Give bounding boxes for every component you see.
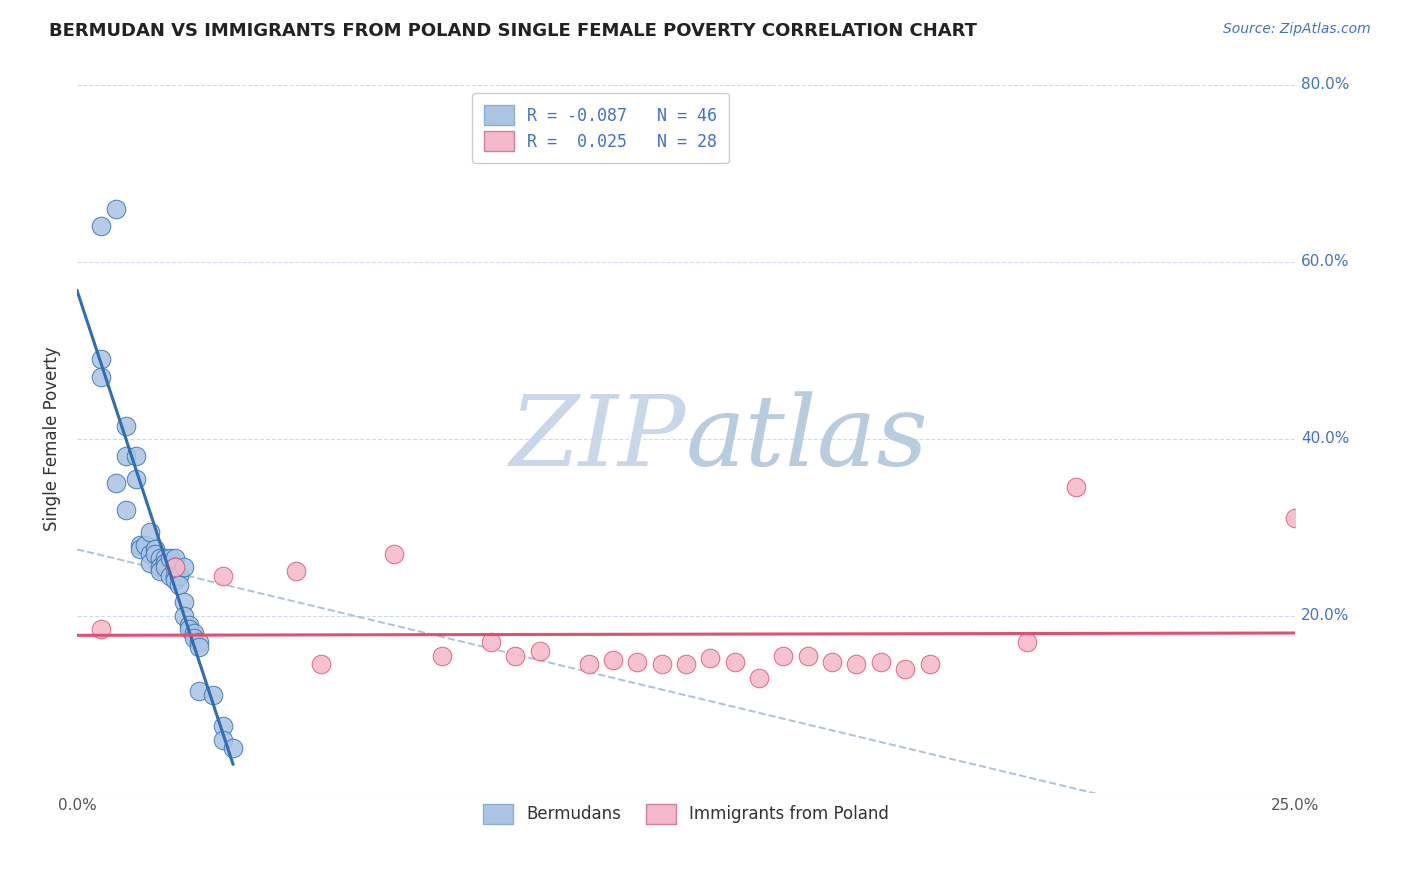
Text: 80.0%: 80.0% <box>1301 78 1350 93</box>
Point <box>159 569 181 583</box>
Point <box>139 524 162 539</box>
Point <box>159 551 181 566</box>
Point <box>163 569 186 583</box>
Point <box>105 202 128 216</box>
Point <box>149 565 172 579</box>
Text: ZIP: ZIP <box>510 392 686 486</box>
Point <box>382 547 405 561</box>
Point <box>187 635 209 649</box>
Point <box>845 657 868 672</box>
Point <box>894 662 917 676</box>
Point <box>134 538 156 552</box>
Point <box>212 569 235 583</box>
Point <box>90 622 112 636</box>
Text: Source: ZipAtlas.com: Source: ZipAtlas.com <box>1223 22 1371 37</box>
Point <box>129 542 152 557</box>
Point <box>479 635 502 649</box>
Point <box>222 741 245 756</box>
Point <box>173 595 195 609</box>
Point <box>139 547 162 561</box>
Point <box>179 617 201 632</box>
Point <box>183 626 205 640</box>
Point <box>173 608 195 623</box>
Point <box>869 655 891 669</box>
Point <box>772 648 794 663</box>
Point <box>748 671 770 685</box>
Point <box>163 560 186 574</box>
Point <box>90 370 112 384</box>
Point <box>309 657 332 672</box>
Point <box>179 622 201 636</box>
Point <box>1015 635 1038 649</box>
Point <box>143 547 166 561</box>
Point <box>724 655 747 669</box>
Point <box>124 450 146 464</box>
Point <box>153 556 176 570</box>
Point <box>578 657 600 672</box>
Point <box>163 574 186 588</box>
Point <box>626 655 648 669</box>
Point <box>143 542 166 557</box>
Point <box>114 502 136 516</box>
Point <box>163 551 186 566</box>
Point <box>124 472 146 486</box>
Point <box>183 631 205 645</box>
Point <box>675 657 697 672</box>
Point <box>432 648 454 663</box>
Y-axis label: Single Female Poverty: Single Female Poverty <box>44 346 60 531</box>
Point <box>149 551 172 566</box>
Point <box>821 655 844 669</box>
Point <box>153 560 176 574</box>
Point <box>699 651 721 665</box>
Point <box>202 689 225 703</box>
Point <box>602 653 624 667</box>
Text: BERMUDAN VS IMMIGRANTS FROM POLAND SINGLE FEMALE POVERTY CORRELATION CHART: BERMUDAN VS IMMIGRANTS FROM POLAND SINGL… <box>49 22 977 40</box>
Text: 40.0%: 40.0% <box>1301 432 1350 446</box>
Point <box>163 560 186 574</box>
Point <box>212 732 235 747</box>
Point <box>173 560 195 574</box>
Point <box>90 219 112 234</box>
Point <box>1284 511 1306 525</box>
Point <box>153 551 176 566</box>
Point <box>114 450 136 464</box>
Point <box>529 644 551 658</box>
Point <box>129 538 152 552</box>
Point <box>797 648 820 663</box>
Point <box>139 556 162 570</box>
Point <box>918 657 941 672</box>
Point <box>149 560 172 574</box>
Point <box>114 418 136 433</box>
Point <box>90 352 112 367</box>
Text: 60.0%: 60.0% <box>1301 254 1350 269</box>
Point <box>1064 480 1087 494</box>
Point <box>651 657 673 672</box>
Point <box>187 684 209 698</box>
Point <box>212 719 235 733</box>
Text: atlas: atlas <box>686 392 929 486</box>
Text: 20.0%: 20.0% <box>1301 608 1350 624</box>
Point <box>505 648 527 663</box>
Point <box>285 565 308 579</box>
Point <box>105 476 128 491</box>
Point <box>169 569 191 583</box>
Point <box>187 640 209 654</box>
Point <box>169 578 191 592</box>
Legend: Bermudans, Immigrants from Poland: Bermudans, Immigrants from Poland <box>472 794 900 834</box>
